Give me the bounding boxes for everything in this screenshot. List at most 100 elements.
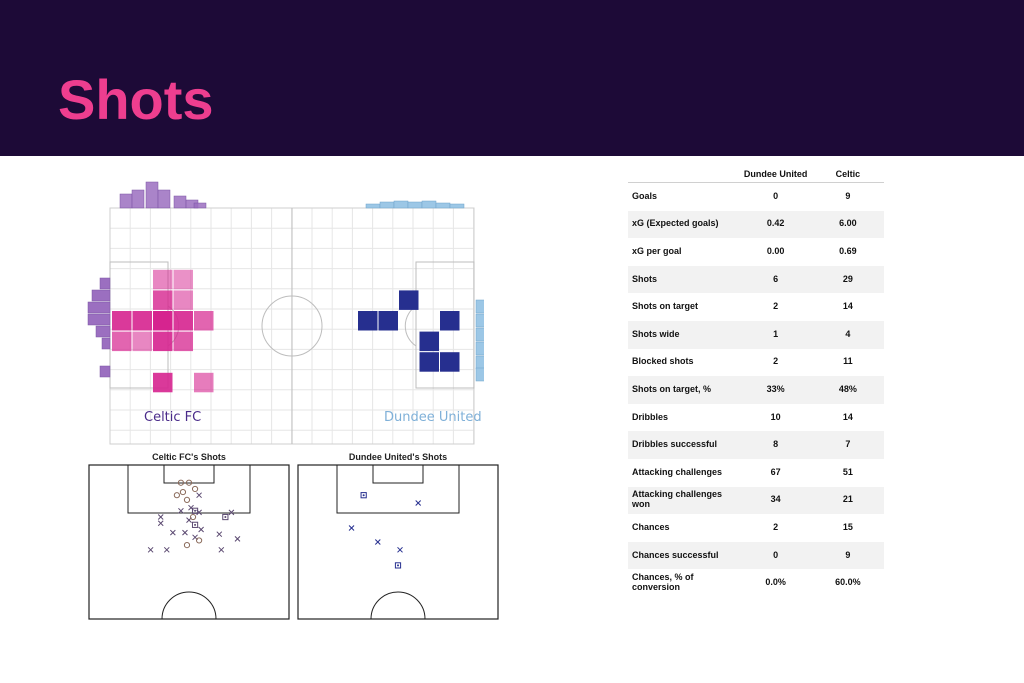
shot-pitch-outline — [88, 464, 290, 620]
dundee-value: 0.42 — [739, 210, 812, 239]
header-banner — [0, 0, 1024, 156]
celtic-value: 6.00 — [811, 210, 884, 239]
dundee-value: 0.00 — [766, 246, 785, 257]
celtic-heat-cell — [153, 290, 173, 310]
celtic-top-bar — [131, 189, 145, 209]
celtic-value: 15 — [842, 521, 853, 532]
dundee-top-bar — [379, 201, 395, 209]
table-row: xG per goal 0.00 0.69 — [628, 238, 884, 266]
row-label: Blocked shots — [632, 356, 694, 367]
shot-off-target-marker — [198, 526, 204, 533]
row-label: Goals — [632, 190, 658, 201]
shot-on-target-marker — [183, 496, 191, 503]
dundee-value: 10 — [770, 411, 781, 422]
celtic-value: 0.69 — [839, 246, 857, 257]
shot-on-target-marker — [183, 542, 191, 549]
celtic-top-bar — [193, 202, 207, 209]
dundee-side-bar — [475, 299, 484, 314]
shot-on-target-marker — [179, 488, 187, 496]
row-label: xG per goal — [632, 246, 682, 257]
dundee-heat-cell — [440, 352, 460, 372]
goal-marker — [191, 507, 199, 514]
celtic-label: Celtic FC — [144, 410, 202, 425]
celtic-side-bar — [95, 325, 111, 338]
shot-off-target-marker — [169, 529, 176, 536]
goal-marker — [222, 513, 229, 521]
dundee-side-bar — [475, 367, 484, 382]
table-row: Goals 0 9 — [628, 183, 884, 211]
celtic-value: 51 — [842, 466, 853, 477]
shot-off-target-marker — [216, 531, 223, 538]
dundee-value: 1 — [739, 320, 812, 349]
shot-on-target-marker — [189, 513, 197, 521]
celtic-value: 14 — [842, 301, 853, 312]
table-row: Shots wide 1 4 — [628, 320, 884, 349]
dundee-value: 2 — [773, 356, 779, 367]
center-circle — [261, 295, 323, 357]
dundee-shot-map — [297, 464, 499, 620]
dundee-shots-title: Dundee United's Shots — [348, 452, 448, 462]
dundee-side-bar — [475, 327, 484, 342]
shot-on-target-marker — [185, 479, 193, 486]
table-header-empty — [628, 166, 740, 183]
table-row: Shots on target, % 33% 48% — [628, 376, 884, 404]
stats-table: Dundee United Celtic Goals 0 9 xG (Expected… — [628, 166, 884, 597]
goal-marker-dot — [194, 523, 197, 526]
celtic-value: 14 — [842, 411, 853, 422]
shot-off-target-marker — [415, 500, 422, 506]
dundee-value: 34 — [739, 486, 812, 515]
dundee-heat-cell — [358, 311, 378, 331]
dundee-side-bar — [475, 341, 484, 356]
shot-off-target-marker — [147, 546, 154, 553]
dundee-top-bar — [449, 203, 465, 209]
celtic-value: 9 — [811, 541, 884, 570]
dundee-top-bar — [393, 200, 409, 209]
row-label: Dribbles successful — [628, 431, 740, 459]
celtic-side-bar — [87, 301, 111, 314]
goal-marker-dot — [224, 516, 227, 519]
six-yard-box — [372, 464, 424, 484]
dundee-value: 0 — [773, 190, 779, 201]
celtic-heat-cell — [173, 311, 193, 331]
celtic-value: 7 — [811, 431, 884, 459]
celtic-side-bar — [101, 337, 111, 350]
shot-on-target-marker — [191, 485, 199, 493]
row-label: Dribbles — [632, 411, 669, 422]
dundee-heat-cell — [440, 311, 460, 331]
row-label: Shots on target — [632, 301, 699, 312]
table-row: Dribbles 10 14 — [628, 404, 884, 432]
celtic-top-bar — [119, 193, 133, 209]
table-row: xG (Expected goals) 0.42 6.00 — [628, 210, 884, 239]
dundee-value: 33% — [739, 376, 812, 404]
dundee-side-bar — [475, 355, 484, 370]
shot-off-target-marker — [196, 492, 202, 499]
row-label: Chances, % of conversion — [632, 572, 694, 593]
shot-heatmap — [87, 181, 484, 445]
row-label: Attacking challenges won — [628, 486, 740, 515]
center-arc — [161, 591, 217, 620]
row-label: Shots on target, % — [628, 376, 740, 404]
shot-off-target-marker — [157, 514, 164, 520]
celtic-heat-cell — [194, 372, 214, 393]
shot-off-target-marker — [348, 525, 355, 531]
table-row: Attacking challenges won 34 21 — [628, 486, 884, 515]
dundee-heat-cell — [419, 352, 439, 372]
row-label: Chances successful — [628, 541, 740, 570]
celtic-value: 9 — [845, 190, 851, 201]
celtic-heat-cell — [194, 311, 214, 331]
celtic-value: 48% — [811, 376, 884, 404]
celtic-heat-cell — [132, 311, 152, 331]
goal-marker-dot — [194, 509, 197, 512]
shot-pitch-outline — [297, 464, 499, 620]
dundee-heat-cell — [399, 290, 419, 310]
shot-off-target-marker — [218, 546, 225, 553]
dundee-top-bar — [421, 200, 437, 209]
dundee-value: 67 — [770, 466, 781, 477]
celtic-side-bar — [87, 313, 111, 326]
dundee-value: 2 — [773, 301, 779, 312]
celtic-value: 60.0% — [835, 577, 861, 588]
table-row: Chances 2 15 — [628, 514, 884, 542]
dundee-side-bar — [475, 313, 484, 328]
table-row: Dribbles successful 8 7 — [628, 431, 884, 459]
right-penalty-arc — [404, 305, 417, 347]
